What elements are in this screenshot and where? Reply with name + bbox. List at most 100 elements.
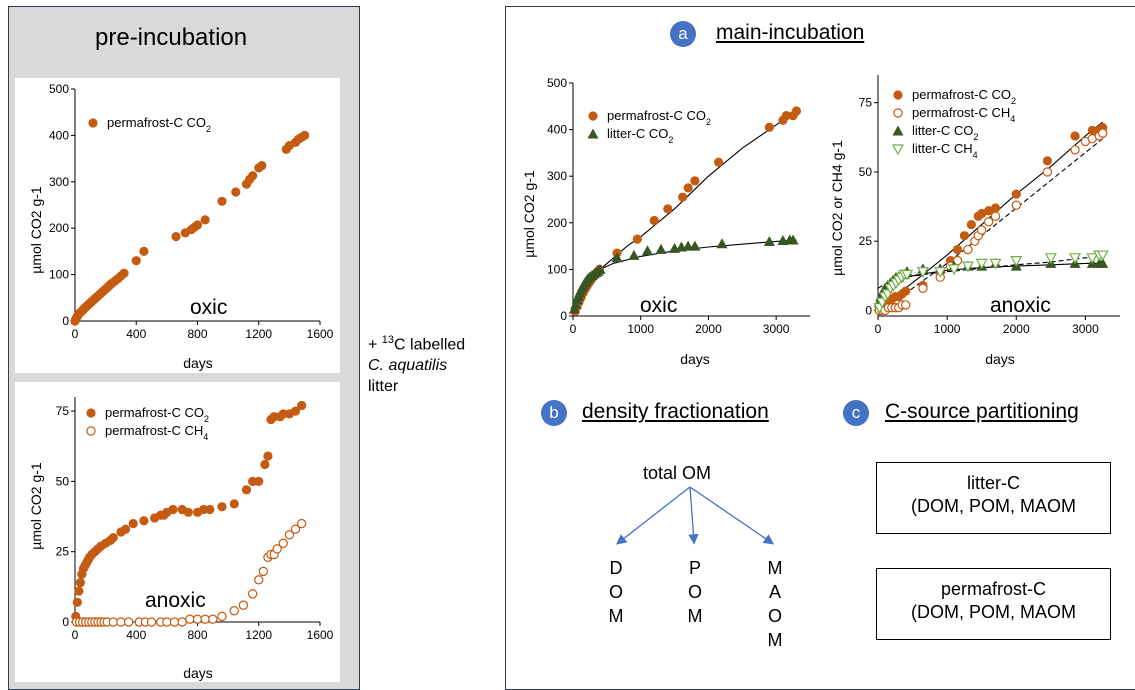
data-point xyxy=(963,244,973,255)
y-tick-label: 100 xyxy=(49,268,69,282)
legend-entry: permafrost-C CO2 xyxy=(912,87,1016,106)
condition-label: anoxic xyxy=(145,589,206,612)
data-point xyxy=(200,215,210,225)
fraction-letter: M xyxy=(767,558,783,578)
y-tick-label: 200 xyxy=(49,221,69,235)
data-point xyxy=(632,234,642,244)
permafrost-c-box: permafrost-C (DOM, POM, MAOM xyxy=(876,568,1111,640)
data-point xyxy=(284,530,295,540)
data-point xyxy=(185,614,195,624)
data-point xyxy=(278,538,288,548)
data-point xyxy=(128,518,138,529)
data-point xyxy=(300,130,310,140)
addition-prefix: + xyxy=(368,336,382,354)
fraction-letter: A xyxy=(768,582,781,602)
plot-area: 0 400 800 1200 1600 0 25 50 75 days µmol CO2 g-1 an… xyxy=(28,397,334,681)
x-tick-label: 1200 xyxy=(245,327,272,341)
litter-c-label: litter-C xyxy=(967,473,1020,493)
data-point xyxy=(663,204,673,214)
data-point xyxy=(247,589,258,599)
x-tick-label: 1000 xyxy=(627,322,654,336)
data-point xyxy=(787,234,799,245)
data-point xyxy=(1011,189,1021,199)
x-axis-title: days xyxy=(985,351,1015,367)
data-point xyxy=(146,617,157,627)
data-point xyxy=(171,231,181,242)
data-point xyxy=(893,90,903,100)
data-point xyxy=(901,269,914,281)
badge-c: c xyxy=(843,400,869,426)
data-point xyxy=(1070,131,1080,141)
data-point xyxy=(1010,255,1023,267)
main-oxic-chart: 0 1000 2000 3000 0 100 200 300 400 500 days µmol CO… xyxy=(521,76,810,367)
y-tick-label: 500 xyxy=(547,76,567,90)
y-tick-label: 75 xyxy=(859,96,873,110)
data-point xyxy=(689,240,701,251)
data-point xyxy=(1087,125,1097,136)
data-point xyxy=(119,268,129,278)
y-axis-title: µmol CO2 g-1 xyxy=(28,186,44,274)
data-point xyxy=(594,263,606,274)
y-tick-label: 400 xyxy=(49,128,69,142)
fit-line xyxy=(572,110,797,317)
data-point xyxy=(192,220,203,230)
litter-c-fractions: (DOM, POM, MAOM xyxy=(911,496,1076,516)
y-tick-label: 200 xyxy=(547,216,567,230)
data-point xyxy=(297,400,307,411)
data-point xyxy=(290,406,301,416)
data-point xyxy=(916,267,929,278)
y-tick-label: 25 xyxy=(859,234,873,248)
x-tick-label: 0 xyxy=(875,322,882,336)
data-point xyxy=(966,219,976,230)
x-tick-label: 2000 xyxy=(1003,322,1030,336)
legend-entry: litter-C CO2 xyxy=(607,126,673,145)
pre-anoxic-chart: 0 400 800 1200 1600 0 25 50 75 days µmol CO2 g-1 an… xyxy=(28,397,334,681)
plot-area: 0 1000 2000 3000 0 25 50 75 days µmol CO2 or CH4 … xyxy=(829,75,1120,367)
y-tick-label: 50 xyxy=(859,165,873,179)
data-point xyxy=(1097,257,1109,268)
data-point xyxy=(893,108,903,118)
pre-oxic-chart-box: 0 400 800 1200 1600 0 100 200 300 400 500 days µmol … xyxy=(15,78,340,373)
x-tick-label: 1000 xyxy=(934,322,961,336)
data-point xyxy=(162,617,172,627)
legend-entry: permafrost-C CH4 xyxy=(105,423,208,442)
fit-line xyxy=(877,138,1104,314)
fraction-arrows xyxy=(615,486,775,545)
data-point xyxy=(655,243,667,254)
data-point xyxy=(131,256,141,266)
data-point xyxy=(975,258,988,270)
data-point xyxy=(1098,128,1108,138)
legend-entry: litter-C CO2 xyxy=(912,123,978,142)
y-tick-label: 0 xyxy=(62,615,69,629)
y-tick-label: 100 xyxy=(547,262,567,276)
data-point xyxy=(139,516,149,526)
data-point xyxy=(177,617,187,627)
data-point xyxy=(690,176,700,186)
data-point xyxy=(205,504,215,515)
data-point xyxy=(72,597,82,607)
data-point xyxy=(1011,200,1021,210)
data-point xyxy=(254,575,264,585)
x-tick-label: 400 xyxy=(126,327,146,341)
data-point xyxy=(200,614,210,624)
data-point xyxy=(713,157,724,167)
x-tick-label: 3000 xyxy=(1072,322,1099,336)
data-point xyxy=(108,617,118,627)
isotope-superscript: 13 xyxy=(381,334,395,346)
y-tick-label: 0 xyxy=(865,303,872,317)
data-point xyxy=(168,504,178,515)
data-point xyxy=(1096,250,1109,262)
data-point xyxy=(257,160,267,171)
data-point xyxy=(764,122,774,132)
data-point xyxy=(183,507,193,517)
data-point xyxy=(120,524,131,534)
y-tick-label: 0 xyxy=(62,314,69,328)
x-tick-label: 1200 xyxy=(245,628,272,642)
legend-entry: litter-C CH4 xyxy=(912,141,978,160)
data-point xyxy=(901,286,911,296)
data-point xyxy=(1042,167,1053,177)
data-point xyxy=(891,144,905,156)
data-point xyxy=(1070,145,1080,155)
x-tick-label: 2000 xyxy=(695,322,722,336)
data-point xyxy=(918,283,928,293)
